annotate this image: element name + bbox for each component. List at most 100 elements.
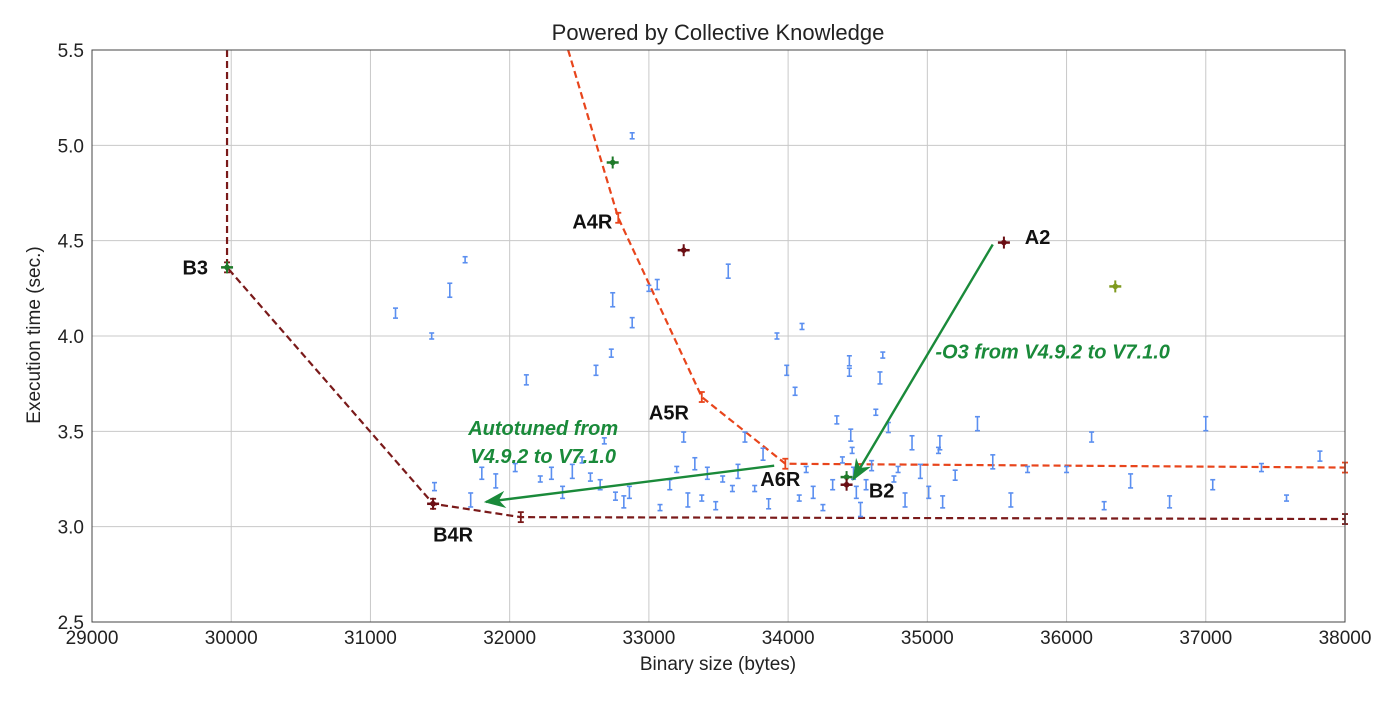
data-point (940, 495, 946, 509)
highlight-dot (1112, 283, 1119, 290)
data-point (685, 492, 691, 508)
data-point (803, 465, 809, 474)
highlight-point (677, 244, 690, 257)
y-tick-label: 4.5 (58, 232, 84, 253)
data-point (792, 386, 798, 397)
highlight-dot (224, 264, 230, 271)
x-tick-label: 29000 (66, 628, 119, 649)
data-point (877, 371, 883, 385)
chart-title: Powered by Collective Knowledge (552, 20, 885, 45)
x-tick-label: 31000 (344, 628, 397, 649)
data-point (1258, 462, 1264, 473)
data-point (429, 332, 435, 340)
data-point (431, 481, 437, 492)
data-point (1167, 495, 1173, 509)
data-point (1284, 494, 1290, 502)
data-point (752, 484, 758, 493)
data-point (626, 485, 632, 500)
arrow-label-line: Autotuned from (467, 418, 618, 440)
plot-grid (91, 49, 1346, 623)
data-point (853, 485, 859, 500)
data-point (569, 463, 575, 480)
plot-axes: 29000 30000 31000 32000 33000 34000 35000 36000… (58, 41, 1372, 649)
data-point (608, 348, 614, 358)
data-point (579, 456, 585, 464)
highlight-dot (430, 500, 436, 507)
data-point (654, 278, 660, 291)
x-tick-label: 34000 (762, 628, 815, 649)
data-point (674, 465, 680, 474)
x-axis-title: Binary size (bytes) (640, 654, 796, 675)
highlight-point (606, 156, 619, 169)
x-tick-label: 38000 (1319, 628, 1372, 649)
data-point (858, 501, 864, 518)
data-point (621, 495, 627, 509)
data-point (820, 503, 826, 512)
data-point (796, 494, 802, 502)
plot-annotations: -O3 from V4.9.2 to V7.1.0 Autotuned from V… (182, 212, 1169, 547)
highlight-dot (1001, 239, 1007, 246)
arrow-label-line: -O3 from V4.9.2 to V7.1.0 (935, 341, 1170, 363)
x-tick-label: 30000 (205, 628, 258, 649)
data-point (1203, 415, 1209, 432)
point-annotation: B3 (182, 257, 208, 279)
point-annotation: B2 (869, 480, 895, 502)
arrow-label-line: V4.9.2 to V7.1.0 (470, 446, 616, 468)
data-point (810, 485, 816, 500)
data-point (760, 447, 766, 462)
data-point (610, 291, 616, 308)
data-point (479, 466, 485, 481)
data-point (846, 354, 852, 367)
data-point (1317, 450, 1323, 462)
point-annotation: B4R (433, 524, 474, 546)
highlight-point (1109, 280, 1122, 293)
y-tick-label: 3.0 (58, 518, 84, 539)
highlight-point (427, 497, 440, 510)
data-point (880, 351, 886, 359)
arrow-label: Autotuned from V4.9.2 to V7.1.0 (467, 418, 618, 468)
data-point (612, 491, 618, 501)
data-point (523, 374, 529, 386)
data-point (846, 367, 852, 378)
arrow-label: -O3 from V4.9.2 to V7.1.0 (935, 341, 1170, 363)
point-annotation: A2 (1025, 227, 1051, 249)
transition-arrow (483, 464, 775, 509)
data-point (699, 494, 705, 502)
data-point (849, 446, 855, 455)
highlight-dot (843, 481, 850, 488)
data-point (974, 415, 980, 432)
x-tick-label: 35000 (901, 628, 954, 649)
data-point (1128, 473, 1134, 489)
y-tick-label: 3.5 (58, 422, 84, 443)
data-point (462, 255, 468, 264)
data-point (646, 284, 652, 293)
data-point (834, 415, 840, 425)
y-tick-label: 2.5 (58, 613, 84, 634)
data-point (848, 428, 854, 442)
data-point (1101, 500, 1107, 511)
data-point (839, 456, 845, 464)
data-point (493, 473, 499, 489)
data-point (729, 484, 735, 493)
data-point (766, 497, 772, 510)
data-point (799, 322, 805, 331)
data-point (895, 465, 901, 474)
data-point (869, 459, 875, 472)
point-annotation: A5R (649, 402, 690, 424)
data-point (784, 364, 790, 377)
data-point (548, 466, 554, 481)
data-point (909, 434, 915, 451)
data-point (1064, 465, 1070, 474)
y-tick-label: 5.0 (58, 136, 84, 157)
plot-series (224, 49, 1348, 525)
x-tick-label: 33000 (622, 628, 675, 649)
x-tick-label: 32000 (483, 628, 536, 649)
data-point (1025, 465, 1031, 474)
data-point (713, 500, 719, 511)
point-annotation: A4R (572, 212, 613, 234)
y-tick-label: 4.0 (58, 327, 84, 348)
data-point (657, 503, 663, 512)
x-tick-label: 37000 (1179, 628, 1232, 649)
data-point (601, 437, 607, 445)
